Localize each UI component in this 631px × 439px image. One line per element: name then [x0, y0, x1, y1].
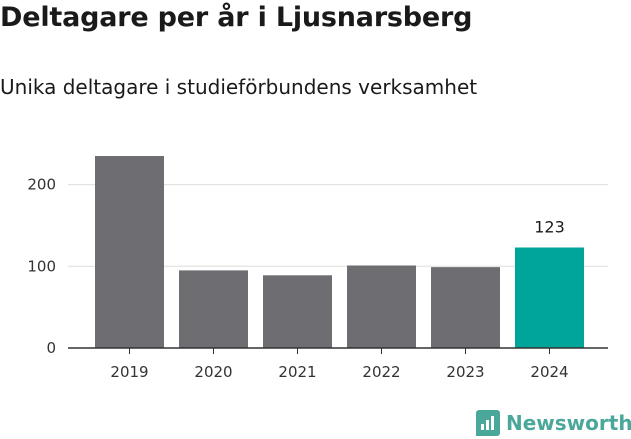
x-tick-label: 2024: [530, 363, 568, 381]
chart-subtitle: Unika deltagare i studieförbundens verks…: [0, 75, 478, 99]
y-tick-label: 100: [27, 257, 56, 275]
bar: [179, 270, 248, 348]
x-tick-label: 2021: [278, 363, 316, 381]
bar: [515, 247, 584, 348]
newsworthy-logo-icon: [476, 410, 500, 436]
y-tick-label: 0: [46, 339, 56, 357]
data-label: 123: [534, 218, 565, 237]
brand-name: Newsworthy: [506, 411, 631, 435]
x-tick-label: 2019: [110, 363, 148, 381]
bar: [431, 267, 500, 348]
bar: [95, 156, 164, 348]
x-tick-label: 2022: [362, 363, 400, 381]
bar: [347, 265, 416, 348]
bar: [263, 275, 332, 348]
chart-title: Deltagare per år i Ljusnarsberg: [0, 2, 473, 33]
x-tick-label: 2020: [194, 363, 232, 381]
x-tick-label: 2023: [446, 363, 484, 381]
brand-logo: Newsworthy: [476, 408, 631, 438]
y-tick-label: 200: [27, 176, 56, 194]
